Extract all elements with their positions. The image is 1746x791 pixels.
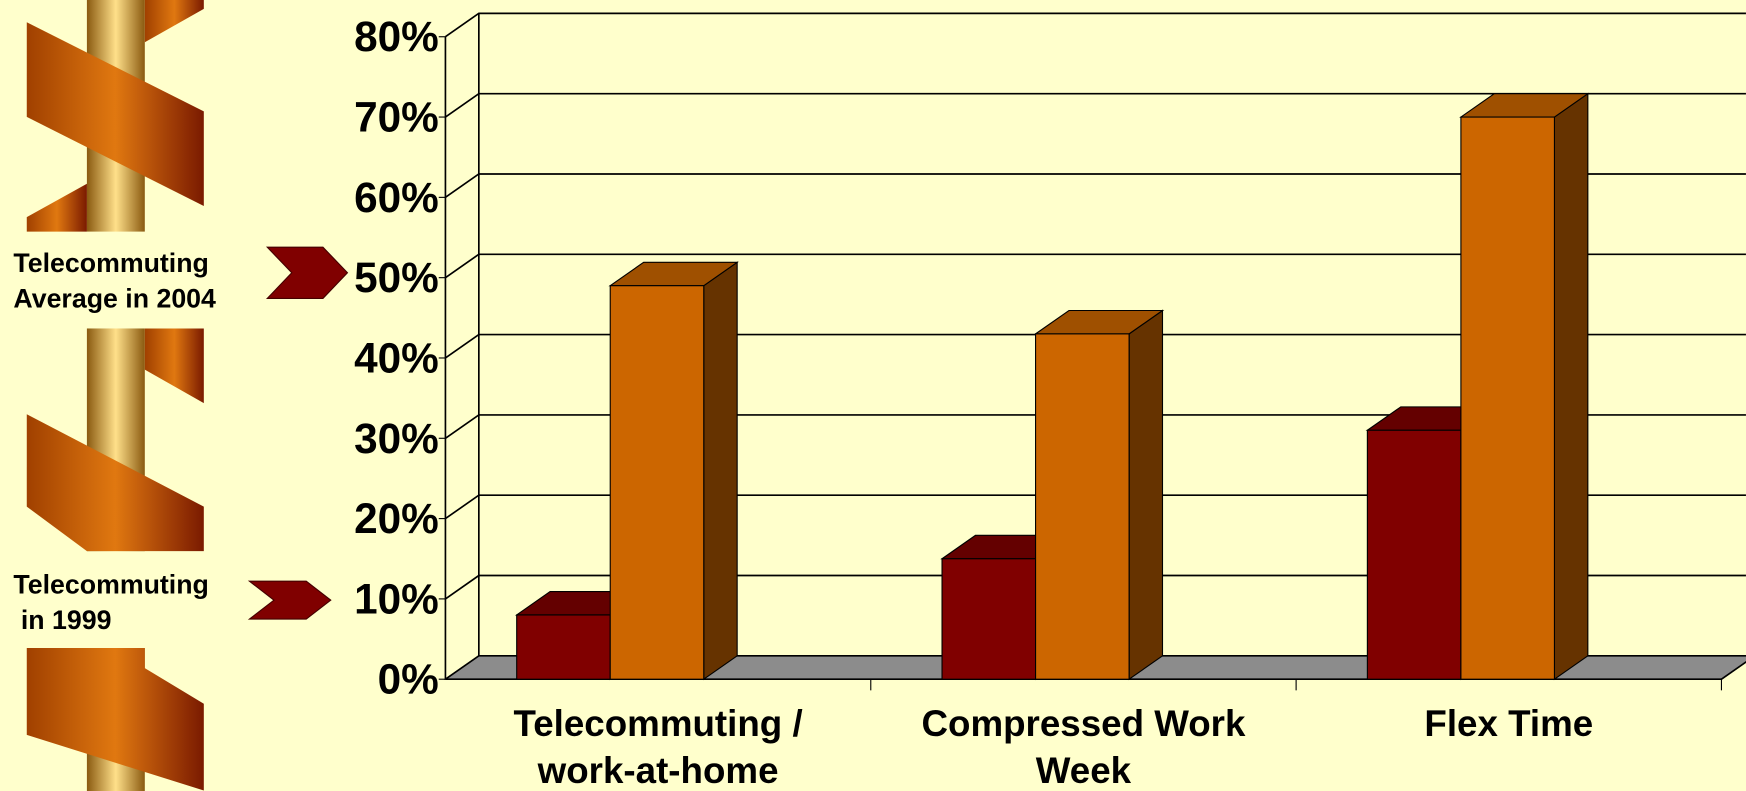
annotation-line: Average in 2004 — [13, 284, 216, 314]
bar — [1460, 116, 1555, 680]
x-tick-label-line: Week — [1036, 750, 1132, 791]
annotation: Telecommuting in 1999 — [13, 569, 208, 635]
bar-side — [1553, 92, 1589, 681]
x-tick-label-line: work-at-home — [537, 750, 779, 791]
y-tick-label: 60% — [354, 174, 439, 221]
bar-side — [703, 261, 738, 681]
bar — [609, 285, 705, 680]
bar-group — [1459, 92, 1590, 681]
x-axis-depth — [1720, 661, 1746, 680]
x-tick-label: Compressed Work Week — [921, 703, 1245, 791]
bar — [1366, 429, 1462, 680]
y-tick-label: 20% — [354, 495, 439, 542]
x-tick-label: Flex Time — [1424, 703, 1593, 744]
grid-line — [444, 574, 1746, 600]
grid-line — [444, 12, 1746, 38]
bar — [941, 558, 1037, 680]
grid-line — [444, 173, 1746, 199]
y-tick-label: 0% — [378, 656, 439, 703]
bar — [516, 614, 611, 680]
annotation: Telecommuting Average in 2004 — [13, 248, 216, 314]
y-tick-label: 50% — [354, 254, 439, 301]
x-tick-label-line: Compressed Work — [921, 703, 1245, 744]
bar — [1035, 333, 1130, 680]
grid-line — [444, 654, 1746, 680]
grid-line — [444, 253, 1746, 279]
bar-group — [608, 261, 739, 681]
y-tick-label: 10% — [354, 575, 439, 622]
y-tick-label: 70% — [354, 94, 439, 141]
y-tick-label: 80% — [354, 13, 439, 60]
grid-line — [444, 494, 1746, 520]
grid-line — [444, 414, 1746, 439]
y-tick-label: 40% — [354, 334, 439, 381]
x-tick-label: Telecommuting / work-at-home — [514, 703, 803, 791]
annotation-line: in 1999 — [13, 605, 111, 635]
x-tick-label-line: Telecommuting / — [514, 703, 803, 744]
bar-group — [1033, 309, 1165, 681]
grid-line — [444, 333, 1746, 359]
annotation-line: Telecommuting — [13, 248, 208, 278]
bar-side — [1128, 309, 1164, 681]
x-tick-label-line: Flex Time — [1424, 703, 1593, 744]
annotation-line: Telecommuting — [13, 569, 208, 599]
decoration — [26, 0, 349, 791]
grid-line — [444, 92, 1746, 118]
y-tick-label: 30% — [354, 415, 439, 462]
